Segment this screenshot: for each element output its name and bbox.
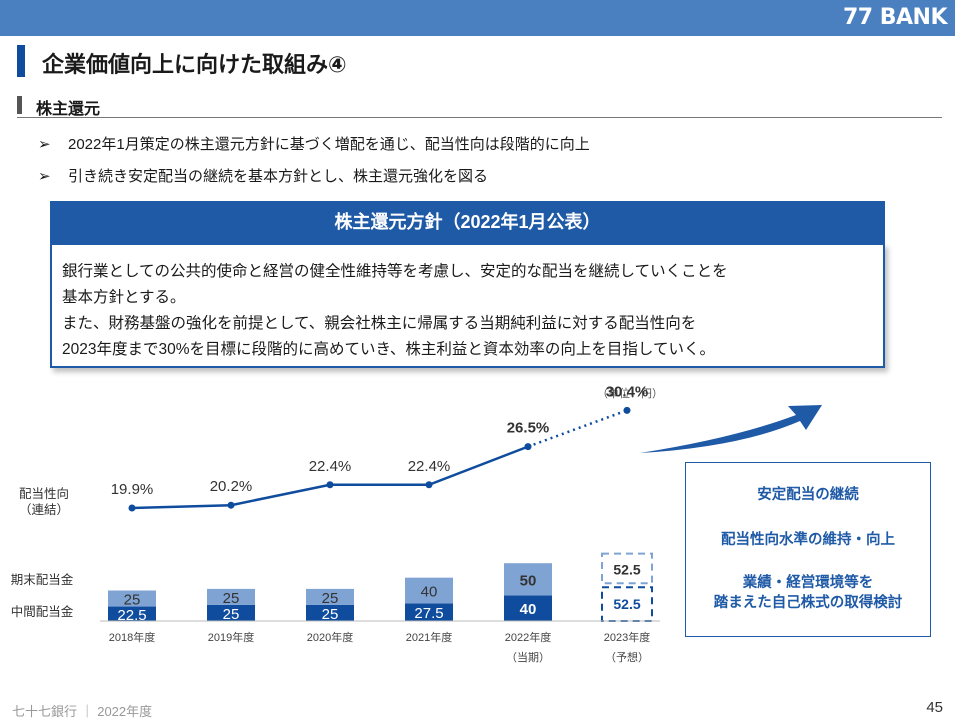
payout-ratio-point <box>128 504 136 512</box>
payout-ratio-label: 20.2% <box>210 478 253 495</box>
year-end-value-label: 50 <box>520 572 537 589</box>
year-end-dividend-bar <box>306 588 354 605</box>
strategy-box: 安定配当の継続 配当性向水準の維持・向上 業績・経営環境等を 踏まえた自己株式の… <box>685 462 931 637</box>
strategy-line: 踏まえた自己株式の取得検討 <box>713 595 903 611</box>
year-end-value-label: 25 <box>124 592 141 609</box>
payout-ratio-label: 26.5% <box>507 420 550 437</box>
title-accent-bar <box>17 45 25 77</box>
policy-heading: 株主還元方針（2022年1月公表） <box>50 201 885 243</box>
bullet-arrow-icon: ➢ <box>38 136 51 153</box>
unit-label: （単位：円） <box>597 386 663 400</box>
section-marker <box>17 96 22 114</box>
policy-line: また、財務基盤の強化を前提として、親会社株主に帰属する当期純利益に対する配当性向… <box>62 315 697 332</box>
policy-line: 基本方針とする。 <box>62 289 186 306</box>
year-end-value-label: 52.5 <box>613 561 640 577</box>
interim-value-label: 22.5 <box>117 607 146 624</box>
x-tick-label: 2019年度 <box>208 630 254 644</box>
interim-dividend-bar <box>306 604 354 621</box>
year-end-dividend-bar <box>405 577 453 604</box>
footer-text: 七十七銀行 ｜ 2022年度 <box>12 704 153 719</box>
dividend-chart: （単位：円）22.5252018年度25252019年度25252020年度27… <box>11 383 822 664</box>
strategy-line: 安定配当の継続 <box>757 487 859 503</box>
policy-text: 銀行業としての公共的使命と経営の健全性維持等を考慮し、安定的な配当を継続していく… <box>62 259 877 363</box>
x-tick-note: （予想） <box>605 650 649 664</box>
interim-dividend-bar <box>207 604 255 621</box>
strategy-line: 業績・経営環境等を <box>742 575 874 591</box>
page-title: 企業価値向上に向けた取組み④ <box>42 52 347 77</box>
policy-line: 2023年度まで30%を目標に段階的に高めていき、株主利益と資本効率の向上を目指… <box>62 341 715 358</box>
year-end-dividend-bar <box>504 563 552 596</box>
legend-payout-ratio-note: （連結） <box>19 503 69 517</box>
interim-value-label: 25 <box>223 606 240 623</box>
section-title: 株主還元 <box>36 101 101 118</box>
interim-value-label: 52.5 <box>613 596 640 612</box>
payout-ratio-label: 22.4% <box>408 458 451 475</box>
payout-ratio-point <box>227 501 235 509</box>
section-divider <box>17 117 942 118</box>
year-end-dividend-bar <box>207 588 255 605</box>
interim-dividend-bar <box>108 606 156 621</box>
strategy-line: 配当性向水準の維持・向上 <box>721 532 895 548</box>
interim-dividend-bar <box>405 603 453 621</box>
year-end-dividend-bar <box>601 552 653 585</box>
interim-value-label: 25 <box>322 606 339 623</box>
policy-line: 銀行業としての公共的使命と経営の健全性維持等を考慮し、安定的な配当を継続していく… <box>62 263 728 280</box>
interim-value-label: 40 <box>520 601 537 618</box>
year-end-value-label: 25 <box>322 590 339 607</box>
page-number: 45 <box>926 699 943 716</box>
interim-value-label: 27.5 <box>414 605 443 622</box>
payout-ratio-line <box>131 445 529 510</box>
top-banner: 77 BANK <box>0 0 955 36</box>
x-tick-label: 2018年度 <box>109 630 155 644</box>
x-tick-label: 2020年度 <box>307 630 353 644</box>
bullet-item: ➢ 引き続き安定配当の継続を基本方針とし、株主還元強化を図る <box>38 165 488 186</box>
x-tick-label: 2023年度 <box>604 630 650 644</box>
bullet-text: 引き続き安定配当の継続を基本方針とし、株主還元強化を図る <box>68 168 489 185</box>
bullet-arrow-icon: ➢ <box>38 168 51 185</box>
policy-box: 銀行業としての公共的使命と経営の健全性維持等を考慮し、安定的な配当を継続していく… <box>50 243 885 368</box>
payout-ratio-label: 19.9% <box>111 481 154 498</box>
strategy-item: 配当性向水準の維持・向上 <box>686 530 930 550</box>
interim-dividend-bar <box>504 595 552 621</box>
payout-ratio-point <box>623 406 631 414</box>
x-tick-label: 2022年度 <box>505 630 551 644</box>
bullet-text: 2022年1月策定の株主還元方針に基づく増配を通じ、配当性向は段階的に向上 <box>68 136 590 153</box>
bank-logo: 77 BANK <box>842 5 948 30</box>
x-tick-label: 2021年度 <box>406 630 452 644</box>
year-end-value-label: 40 <box>421 584 438 601</box>
strategy-item: 安定配当の継続 <box>686 485 930 505</box>
payout-ratio-label: 30.4% <box>606 383 649 400</box>
payout-ratio-point <box>425 481 433 489</box>
year-end-value-label: 25 <box>223 590 240 607</box>
year-end-dividend-bar <box>108 590 156 607</box>
payout-ratio-point <box>524 443 532 451</box>
growth-arrow-icon <box>640 405 822 453</box>
bullet-item: ➢ 2022年1月策定の株主還元方針に基づく増配を通じ、配当性向は段階的に向上 <box>38 133 590 154</box>
payout-ratio-point <box>326 481 334 489</box>
legend-payout-ratio: 配当性向 <box>19 486 69 501</box>
payout-ratio-label: 22.4% <box>309 458 352 475</box>
x-tick-note: （当期） <box>506 650 550 664</box>
strategy-item: 業績・経営環境等を 踏まえた自己株式の取得検討 <box>686 573 930 613</box>
legend-year-end: 期末配当金 <box>11 572 74 587</box>
legend-interim: 中間配当金 <box>11 604 74 619</box>
